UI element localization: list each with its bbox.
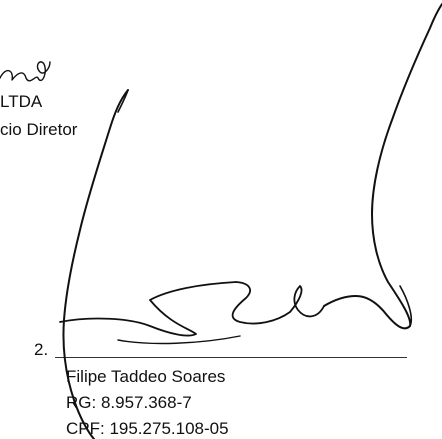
lower-signature-loop [60,282,324,336]
lower-signature-right-stroke [324,4,442,328]
signer-rg: RG: 8.957.368-7 [66,394,192,411]
signer-name: Filipe Taddeo Soares [66,368,225,385]
lower-signature-left-stroke [63,90,128,439]
role-fragment: cio Diretor [0,121,77,138]
company-fragment: LTDA [0,93,42,110]
lower-signature-left-hook [118,90,128,112]
signature-line [55,357,407,358]
item-number: 2. [34,341,48,358]
lower-signature-underline [118,336,240,343]
signer-cpf: CPF: 195.275.108-05 [66,420,229,437]
upper-signature-flourish [0,62,50,81]
lower-signature-right-tail [400,286,411,326]
